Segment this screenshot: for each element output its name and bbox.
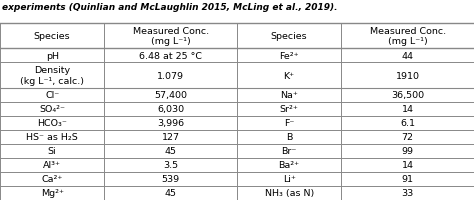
Text: 36,500: 36,500 (391, 91, 424, 100)
Text: Si: Si (48, 147, 56, 156)
Text: Cl⁻: Cl⁻ (45, 91, 59, 100)
Text: 3.5: 3.5 (163, 161, 178, 170)
Text: Measured Conc.
(mg L⁻¹): Measured Conc. (mg L⁻¹) (370, 27, 446, 46)
Text: Density
(kg L⁻¹, calc.): Density (kg L⁻¹, calc.) (20, 66, 84, 85)
Text: Ca²⁺: Ca²⁺ (41, 175, 63, 184)
Text: HS⁻ as H₂S: HS⁻ as H₂S (26, 133, 78, 142)
Text: B: B (286, 133, 292, 142)
Text: Br⁻: Br⁻ (282, 147, 297, 156)
Text: 6,030: 6,030 (157, 105, 184, 114)
Text: 3,996: 3,996 (157, 119, 184, 128)
Text: 72: 72 (401, 133, 414, 142)
Text: experiments (Quinlian and McLaughlin 2015, McLing et al., 2019).: experiments (Quinlian and McLaughlin 201… (2, 3, 338, 12)
Text: 1.079: 1.079 (157, 71, 184, 80)
Text: 6.48 at 25 °C: 6.48 at 25 °C (139, 52, 202, 61)
Text: 33: 33 (401, 189, 414, 197)
Text: 14: 14 (401, 161, 414, 170)
Text: 127: 127 (162, 133, 180, 142)
Text: Species: Species (34, 32, 71, 41)
Text: F⁻: F⁻ (284, 119, 294, 128)
Text: 14: 14 (401, 105, 414, 114)
Text: Sr²⁺: Sr²⁺ (280, 105, 299, 114)
Text: 45: 45 (164, 147, 177, 156)
Text: 6.1: 6.1 (400, 119, 415, 128)
Text: HCO₃⁻: HCO₃⁻ (37, 119, 67, 128)
Text: Species: Species (271, 32, 308, 41)
Text: 99: 99 (401, 147, 414, 156)
Text: Fe²⁺: Fe²⁺ (279, 52, 299, 61)
Text: Al³⁺: Al³⁺ (43, 161, 61, 170)
Text: Measured Conc.
(mg L⁻¹): Measured Conc. (mg L⁻¹) (133, 27, 209, 46)
Text: 57,400: 57,400 (154, 91, 187, 100)
Text: 45: 45 (164, 189, 177, 197)
Text: 539: 539 (162, 175, 180, 184)
Text: 1910: 1910 (396, 71, 419, 80)
Text: 44: 44 (401, 52, 414, 61)
Text: 91: 91 (401, 175, 414, 184)
Text: Mg²⁺: Mg²⁺ (41, 189, 64, 197)
Text: Na⁺: Na⁺ (280, 91, 298, 100)
Text: Ba²⁺: Ba²⁺ (279, 161, 300, 170)
Text: K⁺: K⁺ (283, 71, 295, 80)
Text: pH: pH (46, 52, 59, 61)
Text: NH₃ (as N): NH₃ (as N) (264, 189, 314, 197)
Text: SO₄²⁻: SO₄²⁻ (39, 105, 65, 114)
Text: Li⁺: Li⁺ (283, 175, 296, 184)
